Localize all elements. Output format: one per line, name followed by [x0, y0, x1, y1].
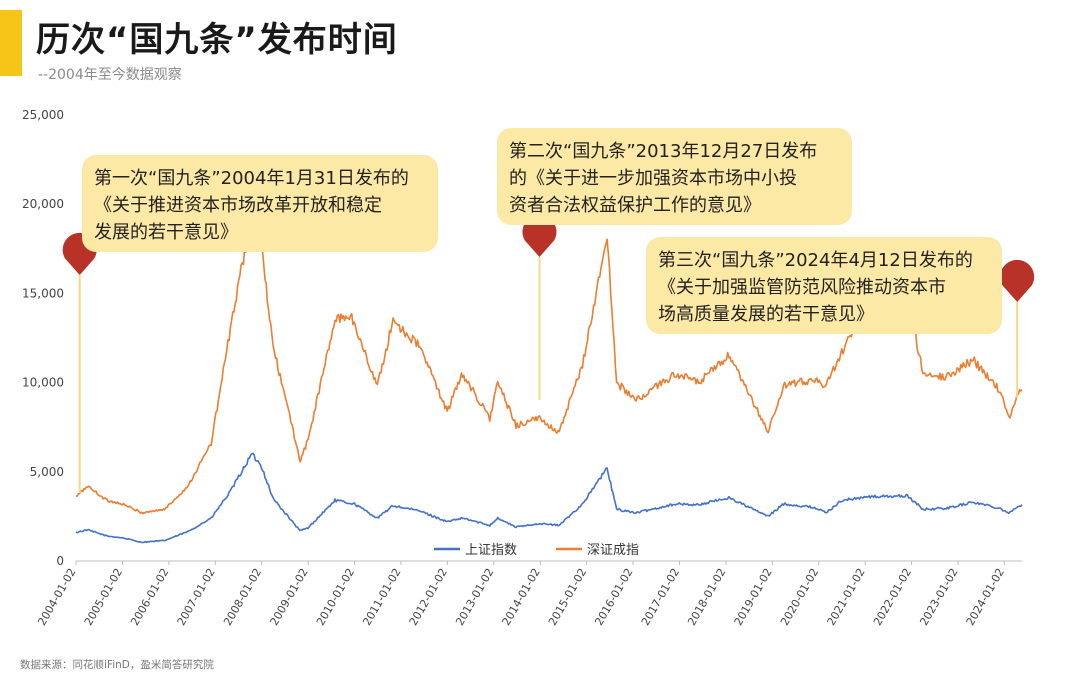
page-subtitle: --2004年至今数据观察: [38, 67, 182, 83]
y-tick-label: 15,000: [22, 286, 64, 300]
x-tick-label: 2004-01-02: [35, 566, 78, 628]
x-tick-label: 2019-01-02: [732, 566, 775, 628]
x-tick-label: 2022-01-02: [871, 566, 914, 628]
annotation-line: 第一次“国九条”2004年1月31日发布的: [94, 168, 409, 189]
y-tick-label: 25,000: [22, 108, 64, 122]
x-tick-label: 2023-01-02: [917, 566, 960, 628]
annotation-third: 第三次“国九条”2024年4月12日发布的 《关于加强监管防范风险推动资本市 场…: [646, 237, 1002, 334]
y-tick-label: 5,000: [30, 465, 64, 479]
annotation-line: 第二次“国九条”2013年12月27日发布: [509, 141, 818, 162]
y-tick-label: 10,000: [22, 376, 64, 390]
annotation-line: 资者合法权益保护工作的意见》: [509, 195, 761, 216]
annotation-line: 发展的若干意见》: [94, 222, 238, 243]
annotation-second: 第二次“国九条”2013年12月27日发布 的《关于进一步加强资本市场中小投 资…: [497, 128, 852, 225]
annotation-line: 第三次“国九条”2024年4月12日发布的: [658, 250, 973, 271]
source-note: 数据来源：同花顺iFinD，盈米简答研究院: [20, 659, 214, 671]
x-tick-label: 2020-01-02: [778, 566, 821, 628]
x-tick-label: 2018-01-02: [685, 566, 728, 628]
x-tick-label: 2011-01-02: [360, 566, 403, 628]
annotation-first: 第一次“国九条”2004年1月31日发布的 《关于推进资本市场改革开放和稳定 发…: [82, 155, 438, 252]
x-tick-label: 2012-01-02: [407, 566, 450, 628]
x-tick-label: 2008-01-02: [221, 566, 264, 628]
x-tick-label: 2016-01-02: [592, 566, 635, 628]
x-tick-label: 2005-01-02: [82, 566, 125, 628]
x-tick-label: 2009-01-02: [268, 566, 311, 628]
y-tick-label: 20,000: [22, 197, 64, 211]
annotation-line: 《关于加强监管防范风险推动资本市: [658, 277, 946, 298]
map-pin-icon: [1000, 259, 1035, 302]
x-tick-label: 2015-01-02: [546, 566, 589, 628]
map-pin-icon: [522, 214, 557, 257]
page-title: 历次“国九条”发布时间: [36, 20, 398, 60]
annotation-line: 的《关于进一步加强资本市场中小投: [509, 168, 797, 189]
x-tick-label: 2006-01-02: [128, 566, 171, 628]
x-tick-label: 2021-01-02: [825, 566, 868, 628]
x-tick-label: 2007-01-02: [175, 566, 218, 628]
annotation-line: 场高质量发展的若干意见》: [658, 304, 874, 325]
x-tick-label: 2013-01-02: [453, 566, 496, 628]
title-accent-bar: [0, 10, 22, 76]
x-tick-label: 2014-01-02: [500, 566, 543, 628]
legend-label: 深证成指: [587, 543, 639, 558]
legend-label: 上证指数: [465, 543, 517, 558]
x-tick-label: 2024-01-02: [964, 566, 1007, 628]
series-line-shanghai: [75, 452, 1023, 544]
x-tick-label: 2010-01-02: [314, 566, 357, 628]
annotation-line: 《关于推进资本市场改革开放和稳定: [94, 195, 382, 216]
y-tick-label: 0: [56, 554, 64, 568]
x-tick-label: 2017-01-02: [639, 566, 682, 628]
